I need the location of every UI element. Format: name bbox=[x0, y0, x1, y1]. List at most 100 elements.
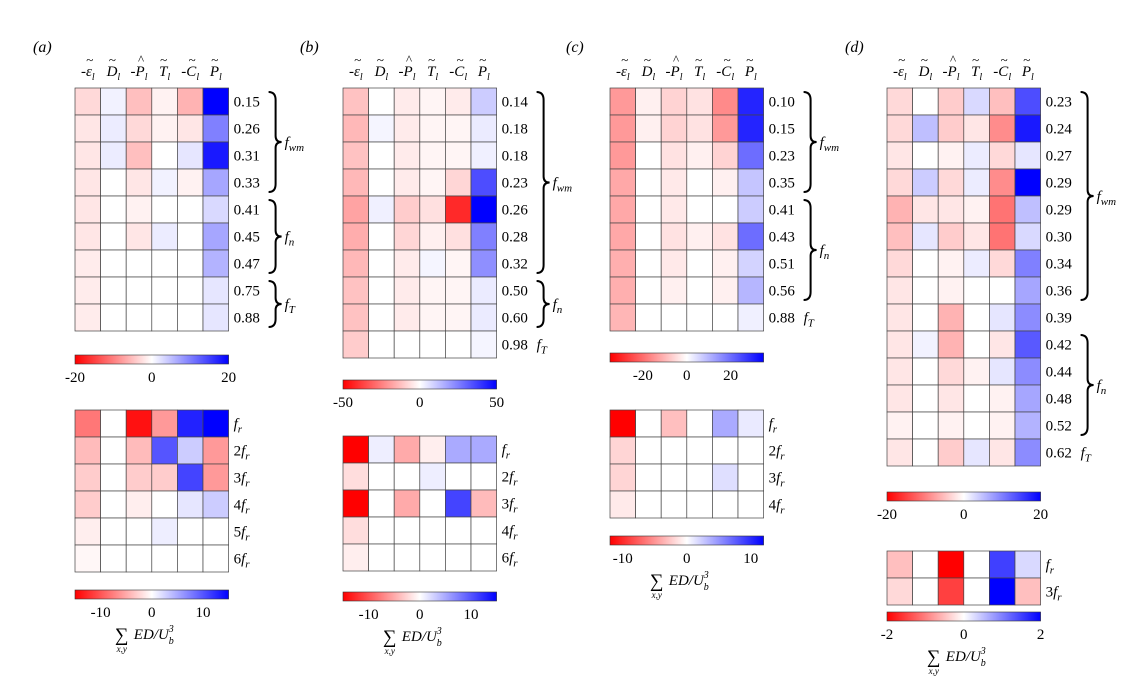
heatmap-cell bbox=[100, 303, 127, 332]
column-header: Tl bbox=[694, 64, 705, 83]
heatmap-cell bbox=[177, 436, 204, 465]
heatmap-cell bbox=[125, 517, 153, 546]
column-header: Tl bbox=[159, 64, 170, 83]
heatmap-cell bbox=[202, 490, 229, 519]
heatmap-cell bbox=[125, 490, 153, 519]
heatmap-cell bbox=[937, 303, 965, 332]
energy-expression: ED/Ub3 bbox=[401, 626, 442, 649]
heatmap-cell bbox=[470, 195, 497, 224]
heatmap-cell bbox=[937, 195, 965, 224]
heatmap-cell bbox=[470, 462, 497, 491]
group-label: fn bbox=[285, 230, 295, 249]
row-label: 0.75 bbox=[234, 284, 260, 300]
heatmap-cell bbox=[100, 409, 127, 438]
heatmap-cell bbox=[393, 543, 421, 572]
heatmap-cell bbox=[1014, 195, 1041, 224]
heatmap-cell bbox=[886, 141, 913, 170]
column-header: Pl bbox=[477, 64, 490, 83]
group-label: fT bbox=[804, 311, 815, 330]
heatmap-cell bbox=[368, 276, 395, 305]
heatmap-cell bbox=[368, 303, 395, 332]
heatmap-cell bbox=[1014, 550, 1041, 579]
heatmap-cell bbox=[74, 303, 101, 332]
heatmap-cell bbox=[963, 114, 990, 143]
heatmap-cell bbox=[151, 544, 178, 573]
heatmap-cell bbox=[202, 517, 229, 546]
heatmap-cell bbox=[886, 384, 913, 413]
energy-expression: ED/Ub3 bbox=[668, 570, 709, 593]
heatmap-cell bbox=[368, 435, 395, 464]
row-label: 0.31 bbox=[234, 149, 260, 165]
colorbar bbox=[886, 491, 1041, 502]
heatmap-cell bbox=[368, 249, 395, 278]
heatmap-cell bbox=[342, 330, 369, 359]
row-label: fr bbox=[1046, 558, 1055, 577]
column-header-accent: ~ bbox=[457, 52, 464, 67]
heatmap-cell bbox=[937, 276, 965, 305]
heatmap-cell bbox=[470, 489, 497, 518]
heatmap-cell bbox=[177, 222, 204, 251]
heatmap-cell bbox=[177, 87, 204, 116]
heatmap-cell bbox=[737, 222, 764, 251]
group-label: fwm bbox=[820, 135, 840, 154]
heatmap-cell bbox=[989, 222, 1016, 251]
heatmap-cell bbox=[74, 222, 101, 251]
heatmap-cell bbox=[125, 168, 153, 197]
heatmap-cell bbox=[912, 114, 939, 143]
heatmap-cell bbox=[177, 544, 204, 573]
row-label: 0.41 bbox=[769, 203, 795, 219]
row-label: 0.10 bbox=[769, 95, 795, 111]
heatmap-cell bbox=[660, 409, 688, 438]
heatmap-cell bbox=[151, 276, 178, 305]
row-label: 6fr bbox=[502, 551, 519, 570]
column-header: Pl bbox=[744, 64, 757, 83]
heatmap-cell bbox=[912, 276, 939, 305]
heatmap-cell bbox=[737, 195, 764, 224]
heatmap-cell bbox=[912, 411, 939, 440]
heatmap-cell bbox=[419, 516, 446, 545]
heatmap-cell bbox=[963, 330, 990, 359]
heatmap-cell bbox=[342, 114, 369, 143]
heatmap-cell bbox=[912, 195, 939, 224]
heatmap-cell bbox=[635, 303, 662, 332]
row-label: 0.29 bbox=[1046, 176, 1072, 192]
heatmap-cell bbox=[609, 195, 636, 224]
colorbar-tick: -10 bbox=[91, 605, 111, 621]
heatmap-cell bbox=[419, 276, 446, 305]
heatmap-cell bbox=[342, 489, 369, 518]
row-label: 0.14 bbox=[502, 95, 529, 111]
heatmap-cell bbox=[989, 411, 1016, 440]
heatmap-cell bbox=[445, 195, 472, 224]
row-label: 0.88 bbox=[769, 311, 795, 327]
heatmap-cell bbox=[342, 435, 369, 464]
row-label: 0.15 bbox=[769, 122, 795, 138]
panel-3: (c)-εl~Dl~-Pl^Tl~-Cl~Pl~0.100.150.230.35… bbox=[566, 39, 839, 600]
heatmap-cell bbox=[470, 435, 497, 464]
heatmap-cell bbox=[470, 222, 497, 251]
heatmap-cell bbox=[393, 222, 421, 251]
heatmap-cell bbox=[712, 463, 739, 492]
heatmap-cell bbox=[989, 249, 1016, 278]
heatmap-cell bbox=[609, 303, 636, 332]
row-label: 4fr bbox=[234, 498, 251, 517]
colorbar-tick: 0 bbox=[148, 605, 156, 621]
heatmap-cell bbox=[635, 114, 662, 143]
heatmap-cell bbox=[912, 222, 939, 251]
heatmap-cell bbox=[368, 489, 395, 518]
column-header: -εl bbox=[893, 64, 907, 83]
row-label: 0.50 bbox=[502, 284, 528, 300]
column-header: -Pl bbox=[666, 64, 683, 83]
heatmap-cell bbox=[393, 249, 421, 278]
heatmap-cell bbox=[74, 490, 101, 519]
group-brace bbox=[268, 199, 282, 274]
heatmap-cell bbox=[989, 550, 1016, 579]
heatmap-cell bbox=[74, 114, 101, 143]
row-label: 0.27 bbox=[1046, 149, 1073, 165]
heatmap-cell bbox=[177, 517, 204, 546]
heatmap-cell bbox=[886, 303, 913, 332]
heatmap-cell bbox=[151, 249, 178, 278]
heatmap-cell bbox=[937, 357, 965, 386]
heatmap-cell bbox=[712, 195, 739, 224]
heatmap-cell bbox=[342, 303, 369, 332]
heatmap-cell bbox=[886, 87, 913, 116]
